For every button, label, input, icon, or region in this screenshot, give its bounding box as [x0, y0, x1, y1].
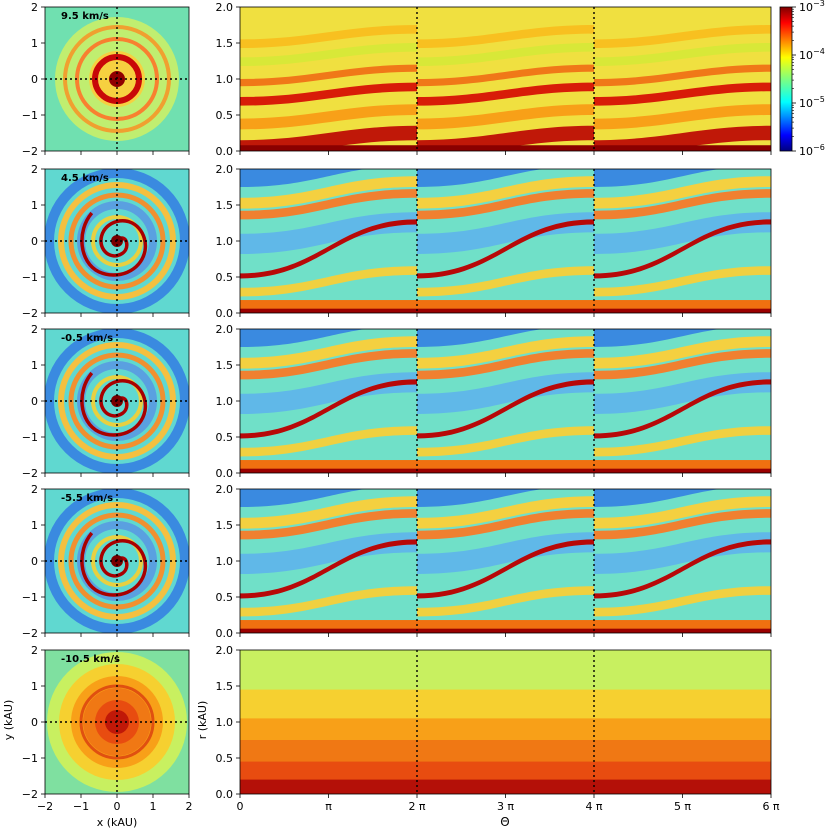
panel-row: 9.5 km/s −2 −1 0 1 2 0.0 0.5 1.0 1.5 2.0: [22, 1, 772, 158]
colorbar-tick-label: 10−5: [799, 95, 825, 110]
colorbar-tick-label: 10−3: [799, 0, 825, 14]
right-xtick-label: 6 π: [762, 800, 779, 813]
left-xtick-label: 2: [186, 800, 193, 813]
left-ytick-label: 0: [31, 716, 38, 729]
left-ytick-label: 2: [31, 1, 38, 14]
left-ytick-label: 2: [31, 323, 38, 336]
left-xtick-label: 1: [150, 800, 157, 813]
left-ytick-label: −2: [22, 788, 38, 801]
polar-image: [240, 650, 771, 794]
right-xtick-label: 2 π: [408, 800, 425, 813]
left-ytick-label: −2: [22, 467, 38, 480]
left-ytick-label: −1: [22, 109, 38, 122]
left-ylabel: y (kAU): [2, 700, 15, 741]
left-ytick-label: 1: [31, 359, 38, 372]
right-ytick-label: 0.5: [216, 591, 234, 604]
polar-image: [240, 169, 771, 313]
velocity-label: -5.5 km/s: [61, 493, 113, 504]
right-ytick-label: 1.5: [216, 199, 234, 212]
left-ytick-label: −2: [22, 145, 38, 158]
right-ytick-label: 0.5: [216, 752, 234, 765]
right-ytick-label: 0.5: [216, 431, 234, 444]
right-ylabel: r (kAU): [196, 701, 209, 740]
right-ytick-label: 2.0: [216, 483, 234, 496]
left-ytick-label: 1: [31, 680, 38, 693]
right-xtick-label: π: [325, 800, 332, 813]
left-ytick-label: 2: [31, 163, 38, 176]
left-ytick-label: 2: [31, 644, 38, 657]
left-ytick-label: 0: [31, 555, 38, 568]
right-ytick-label: 0.0: [216, 307, 234, 320]
right-ytick-label: 2.0: [216, 1, 234, 14]
left-ytick-label: −1: [22, 431, 38, 444]
left-ytick-label: −1: [22, 591, 38, 604]
right-ytick-label: 1.0: [216, 555, 234, 568]
right-xtick-label: 5 π: [674, 800, 691, 813]
right-xtick-label: 0: [237, 800, 244, 813]
colorbar-tick-label: 10−4: [799, 47, 825, 62]
right-ytick-label: 1.0: [216, 73, 234, 86]
right-ytick-label: 1.5: [216, 37, 234, 50]
right-ytick-label: 0.0: [216, 788, 234, 801]
right-ytick-label: 0.5: [216, 109, 234, 122]
right-ytick-label: 1.5: [216, 680, 234, 693]
right-xtick-label: 3 π: [497, 800, 514, 813]
right-ytick-label: 1.0: [216, 395, 234, 408]
left-ytick-label: 1: [31, 37, 38, 50]
left-ytick-label: −2: [22, 307, 38, 320]
right-ytick-label: 2.0: [216, 644, 234, 657]
right-ytick-label: 1.0: [216, 235, 234, 248]
right-ytick-label: 1.0: [216, 716, 234, 729]
velocity-label: 4.5 km/s: [61, 173, 109, 184]
colorbar-tick-label: 10−6: [799, 143, 825, 158]
polar-image: [240, 489, 771, 633]
left-ytick-label: 2: [31, 483, 38, 496]
right-ytick-label: 0.5: [216, 271, 234, 284]
polar-image: [240, 7, 771, 151]
velocity-label: 9.5 km/s: [61, 11, 109, 22]
velocity-label: -10.5 km/s: [61, 654, 120, 665]
right-ytick-label: 0.0: [216, 467, 234, 480]
right-ytick-label: 2.0: [216, 323, 234, 336]
right-xlabel: Θ: [500, 815, 509, 829]
left-ytick-label: 0: [31, 73, 38, 86]
right-ytick-label: 1.5: [216, 519, 234, 532]
panel-row: -0.5 km/s −2 −1 0 1 2 0.0 0.5 1.0 1.5 2.0: [22, 323, 772, 480]
right-ytick-label: 0.0: [216, 145, 234, 158]
velocity-label: -0.5 km/s: [61, 333, 113, 344]
right-ytick-label: 0.0: [216, 627, 234, 640]
left-ytick-label: 1: [31, 199, 38, 212]
left-ytick-label: −1: [22, 752, 38, 765]
right-ytick-label: 1.5: [216, 359, 234, 372]
panel-row: -10.5 km/s −2 −1 0 1 2 −2 −1 0 1 2 0.0 0.5 1.0 1.5 2.0 0…: [22, 644, 780, 813]
panel-row: -5.5 km/s −2 −1 0 1 2 0.0 0.5 1.0 1.5 2.0: [22, 483, 772, 640]
right-ytick-label: 2.0: [216, 163, 234, 176]
colorbar: 10−6 10−5 10−4 10−3: [779, 0, 825, 158]
left-ytick-label: −2: [22, 627, 38, 640]
colorbar-gradient: [779, 6, 793, 152]
polar-image: [240, 329, 771, 473]
left-xtick-label: −2: [37, 800, 53, 813]
panel-row: 4.5 km/s −2 −1 0 1 2 0.0 0.5 1.0 1.5 2.0: [22, 163, 772, 320]
left-ytick-label: 0: [31, 235, 38, 248]
left-ytick-label: 1: [31, 519, 38, 532]
left-ytick-label: 0: [31, 395, 38, 408]
left-xtick-label: 0: [114, 800, 121, 813]
left-ytick-label: −1: [22, 271, 38, 284]
right-xtick-label: 4 π: [585, 800, 602, 813]
left-xlabel: x (kAU): [97, 816, 138, 829]
left-xtick-label: −1: [73, 800, 89, 813]
